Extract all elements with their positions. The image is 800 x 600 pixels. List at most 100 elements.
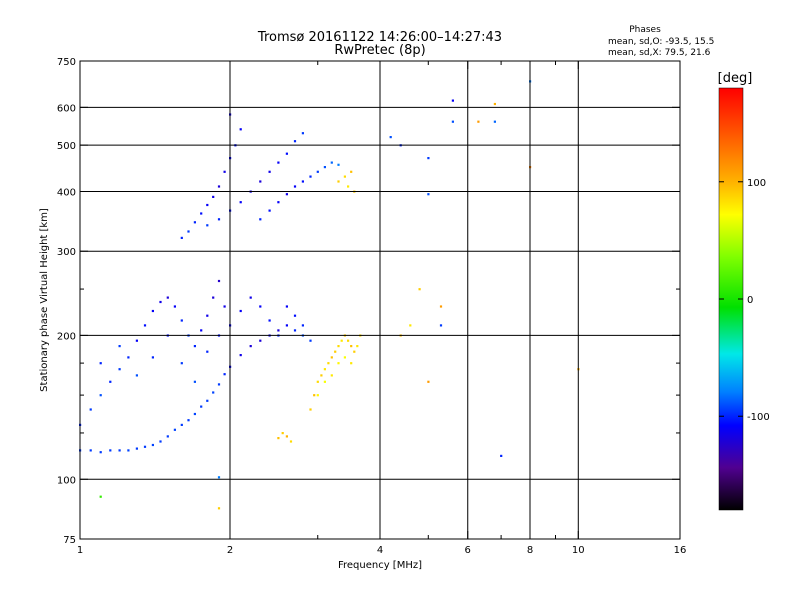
data-point [239,201,242,204]
x-tick-label: 6 [465,545,471,556]
data-point [340,339,343,342]
data-point [99,495,102,498]
x-tick-label: 4 [377,545,383,556]
data-point [151,443,154,447]
data-point [350,170,353,173]
data-point [259,305,262,308]
data-point [427,380,430,383]
data-point [268,319,271,322]
data-point [277,329,280,332]
data-point [259,180,262,183]
data-point [99,362,102,365]
data-point [135,339,138,342]
data-point [118,449,121,452]
data-point [217,185,221,188]
y-tick-label: 200 [57,331,76,342]
data-point [439,324,443,327]
data-point [418,288,421,291]
colorbar-tick-label: 100 [747,178,766,189]
data-point [109,380,112,383]
y-tick-label: 600 [57,103,76,114]
data-point [118,368,121,371]
data-point [135,374,138,377]
colorbar-label: [deg] [718,71,753,86]
data-point [277,161,280,164]
data-point [239,354,242,357]
data-point [309,408,312,411]
y-tick-label: 100 [57,475,76,486]
colorbar-ticks: 100 0 -100 [719,178,770,423]
data-point [330,161,333,164]
data-point [451,120,454,123]
data-point [159,440,162,443]
data-point [347,185,350,188]
data-point [350,362,353,365]
data-point [206,203,209,207]
x-axis: 1 2 4 6 8 10 16 [77,61,687,556]
y-tick-label: 500 [57,141,76,152]
data-point [330,374,333,377]
data-point [109,449,112,452]
data-point [343,356,346,359]
data-point [259,218,262,221]
data-point [212,195,215,198]
data-point [268,209,271,212]
data-point [151,309,154,313]
data-point [200,212,203,215]
data-point [323,368,326,371]
colorbar-tick-label: -100 [747,412,770,423]
data-point [389,136,392,139]
data-point [193,345,196,348]
data-point [143,445,147,448]
data-point [217,218,221,221]
data-points [79,80,580,510]
y-tick-label: 300 [57,247,76,258]
x-tick-label: 16 [674,545,687,556]
data-point [289,440,293,443]
data-point [313,394,316,397]
data-point [187,230,190,233]
data-point [277,201,280,204]
data-point [337,362,340,365]
data-point [143,324,147,327]
data-point [239,309,242,313]
data-point [127,356,130,359]
data-point [206,314,209,317]
chart-subtitle: RwPretec (8p) [334,43,425,58]
data-point [301,324,304,327]
data-point [316,394,319,397]
x-axis-label: Frequency [MHz] [338,560,422,571]
data-point [285,305,288,308]
data-point [180,362,183,365]
data-point [173,305,176,308]
data-point [217,383,221,386]
x-tick-label: 2 [227,545,233,556]
data-point [118,345,121,348]
data-point [89,408,92,411]
chart-title: Tromsø 20161122 14:26:00–14:27:43 [257,30,502,45]
data-point [268,170,271,173]
data-point [212,391,215,394]
colorbar-tick-label: 0 [747,295,753,306]
data-point [217,476,221,479]
y-tick-label: 750 [57,57,76,68]
data-point [285,435,288,438]
data-point [223,373,226,376]
data-point [293,314,297,317]
data-point [166,435,169,438]
data-point [206,224,209,227]
data-point [500,454,503,457]
data-point [337,345,340,348]
data-point [337,163,340,166]
data-point [223,170,226,173]
y-tick-label: 400 [57,187,76,198]
data-point [301,132,304,135]
data-point [337,180,340,183]
data-point [285,152,288,155]
data-point [334,350,337,353]
data-point [223,305,226,308]
data-point [187,419,190,422]
data-point [323,166,326,169]
data-point [193,380,196,383]
data-point [217,507,221,510]
